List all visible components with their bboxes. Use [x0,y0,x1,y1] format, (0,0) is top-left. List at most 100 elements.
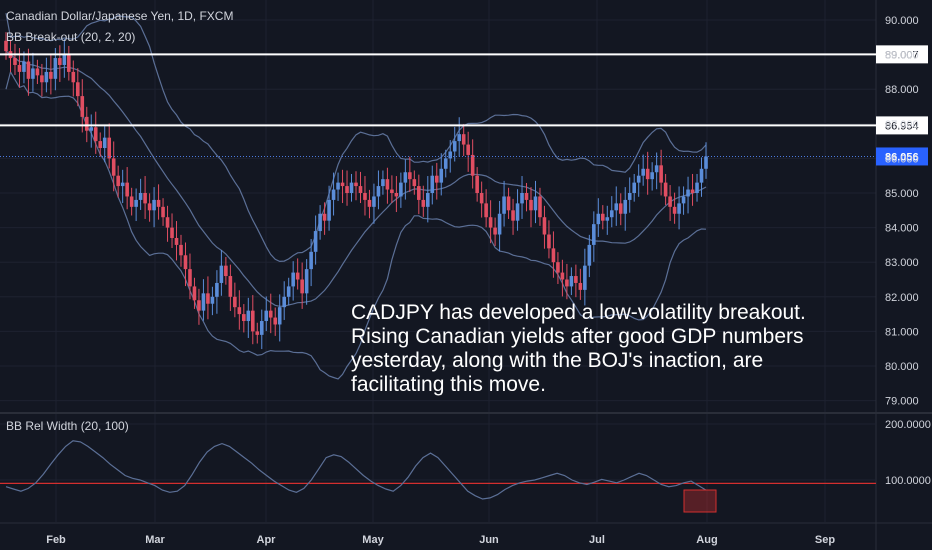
candle [152,199,156,211]
candle [102,137,107,149]
candle [174,237,179,245]
candle [22,61,26,72]
candle [609,210,614,218]
bb-tick-label: 200.0000 [885,419,931,431]
candle [233,296,237,308]
candle [179,244,183,256]
candle [596,213,601,225]
candle [35,68,40,76]
candle [394,193,399,197]
candle [120,182,125,187]
candle [318,213,322,232]
x-tick-label: Jul [589,534,605,546]
candle [134,199,138,207]
x-tick-label: Feb [46,534,66,546]
candle [246,310,251,322]
candle [80,96,85,117]
candle [192,286,197,301]
y-tick-label: 86.000 [885,153,919,165]
candle [62,54,67,65]
candle [93,127,98,142]
y-tick-label: 85.000 [885,188,919,200]
candle [237,307,242,315]
bb-rel-width-line [5,440,707,500]
candle [511,210,515,221]
candle [26,61,31,79]
candle [300,279,304,294]
candle [439,168,444,183]
candle [313,231,318,252]
candle [390,189,394,193]
candle [408,172,412,180]
candle [430,175,435,193]
current-price-label: 86.056 [885,151,919,163]
price-label-box [876,116,928,135]
candle [574,276,578,283]
candle [479,193,484,204]
y-tick-label: 84.000 [885,223,919,235]
candle [690,189,695,193]
candle [31,68,35,79]
x-axis: Feb Mar Apr May Jun Jul Aug Sep [46,534,835,546]
bb-upper-band [5,12,707,263]
candle [84,116,89,131]
candle [107,137,112,159]
price-label-box [876,45,928,64]
y-tick-label: 87.000 [885,119,919,131]
candle [327,199,331,221]
candle [156,199,161,207]
candle [75,82,80,97]
candle [349,182,354,193]
candle [13,58,17,65]
candle [322,213,327,221]
bb-tick-label: 100.0000 [885,475,931,487]
candle [295,272,300,280]
candle [672,206,677,214]
candle [183,255,188,270]
candle [372,196,376,207]
candle [600,213,605,221]
candle [466,144,470,155]
candle [268,310,273,318]
candle [538,196,542,218]
candle [201,293,206,311]
candle [250,310,255,332]
candle [111,158,116,176]
x-tick-label: Apr [257,534,277,546]
candle [286,286,291,297]
candle [259,321,264,335]
candle [627,193,632,200]
chart-title: Canadian Dollar/Japanese Yen, 1D, FXCM [6,9,233,23]
candle [650,172,654,180]
candle [659,165,663,183]
candle [170,227,174,238]
candle [663,182,668,197]
candle [470,154,475,176]
candle [228,276,233,297]
candle [336,182,340,190]
candle [403,172,408,183]
candle [448,151,453,159]
annotation-line-4: facilitating this move. [351,373,546,396]
candle [654,165,659,173]
candle [215,282,219,297]
price-label: 86.954 [885,120,919,132]
candle [291,272,295,287]
candle [592,224,596,245]
candle [704,156,708,169]
bb-lower-band [5,70,707,380]
candle [304,269,309,294]
candle [533,196,538,211]
candles [4,32,708,350]
candle [493,227,497,235]
candle [358,186,363,193]
candle [53,58,58,79]
candle [340,182,345,187]
candle [138,193,143,200]
candle [67,54,71,72]
price-lines: 89.007 86.954 86.056 [0,45,928,166]
candle [277,307,282,325]
candle [309,251,313,270]
candle [632,182,637,193]
